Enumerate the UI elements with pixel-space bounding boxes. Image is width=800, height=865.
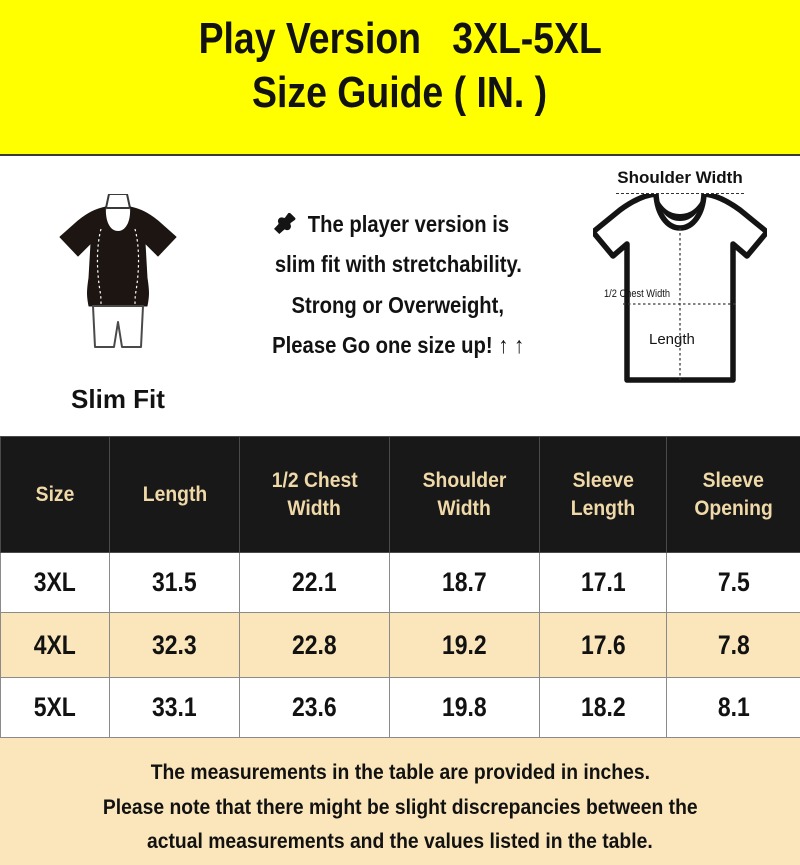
svg-text:1/2 Chest Width: 1/2 Chest Width xyxy=(604,288,670,300)
svg-text:Length: Length xyxy=(649,331,695,348)
